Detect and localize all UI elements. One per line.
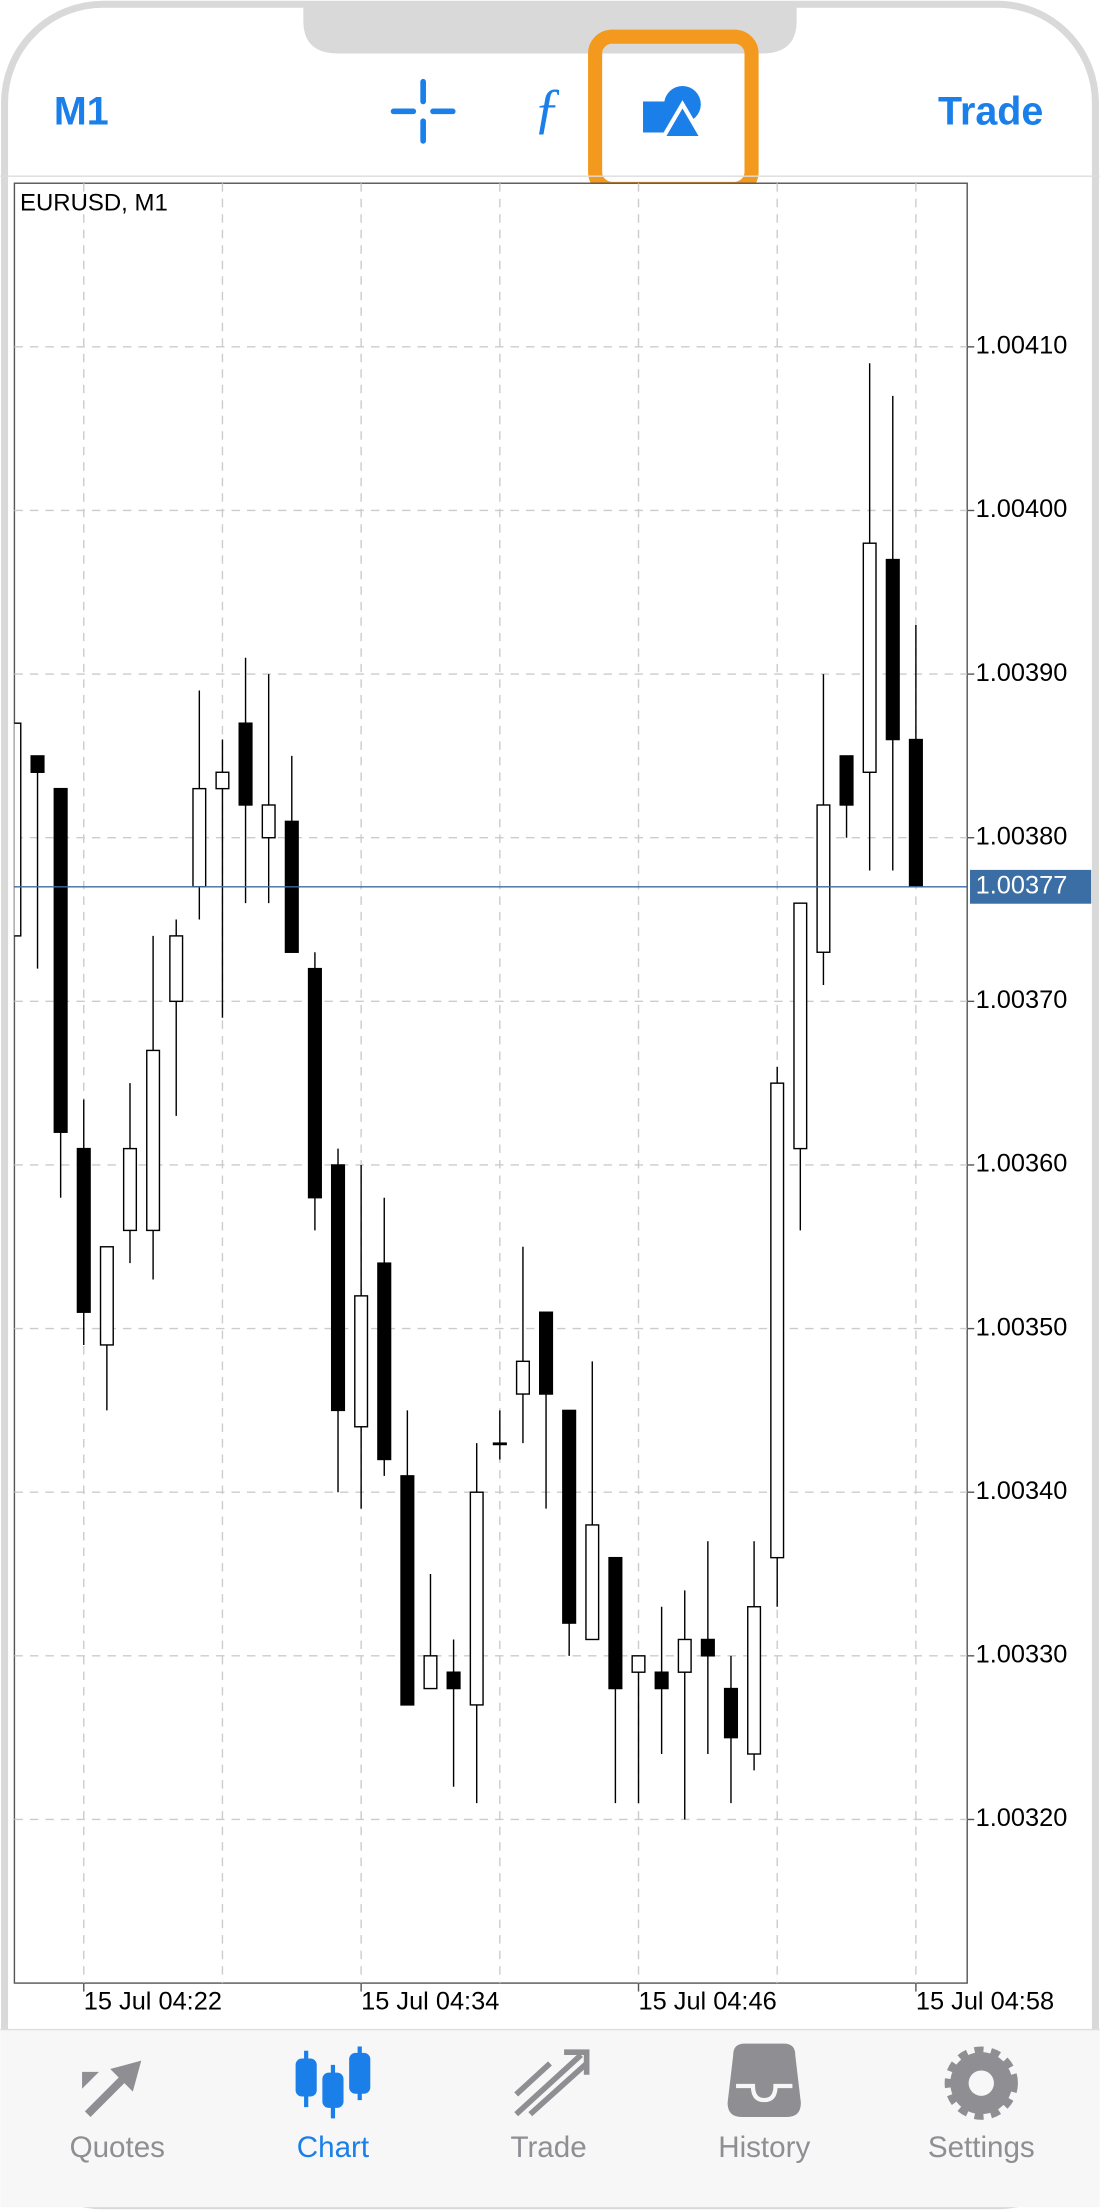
candle-body xyxy=(585,1524,600,1641)
y-tick-label: 1.00390 xyxy=(976,659,1068,687)
history-icon[interactable] xyxy=(727,2043,801,2117)
settings-icon[interactable] xyxy=(944,2046,1018,2120)
candle-body xyxy=(562,1409,577,1624)
candle-body xyxy=(307,967,322,1199)
timeframe-button[interactable]: M1 xyxy=(54,90,109,134)
tab-labels: Quotes Chart Trade History Settings xyxy=(70,2131,1035,2164)
candle-body xyxy=(654,1671,669,1690)
crosshair-icon[interactable] xyxy=(390,78,456,144)
y-tick-label: 1.00400 xyxy=(976,495,1068,523)
y-tick-label: 1.00370 xyxy=(976,986,1068,1014)
candle-body xyxy=(631,1655,646,1673)
y-tick-label: 1.00360 xyxy=(976,1150,1068,1178)
candle-body xyxy=(330,1164,346,1412)
candle-body xyxy=(723,1687,739,1739)
candle-body xyxy=(215,771,230,790)
chart-title: EURUSD, M1 xyxy=(20,190,168,217)
candle-body xyxy=(677,1638,692,1673)
candle-body xyxy=(122,1147,138,1232)
candle-body xyxy=(816,804,831,953)
y-tick-label: 1.00340 xyxy=(976,1477,1068,1505)
candle-body xyxy=(747,1606,762,1755)
y-tick-label: 1.00350 xyxy=(976,1313,1068,1341)
candle-body xyxy=(261,804,276,839)
axes: 1.00320 1.00330 1.00340 1.00350 1.00360 1.003… xyxy=(14,332,1092,2016)
candle-body xyxy=(146,1049,161,1232)
candle-body xyxy=(238,722,253,806)
y-tick-label: 1.00380 xyxy=(976,822,1068,850)
candle-body xyxy=(608,1556,623,1690)
x-tick-label: 15 Jul 04:22 xyxy=(84,1988,222,2016)
last-price-box xyxy=(970,869,1092,904)
candle-body xyxy=(839,755,854,806)
tab-label[interactable]: History xyxy=(718,2131,810,2164)
candle-body xyxy=(354,1295,369,1428)
candle-body xyxy=(446,1671,461,1690)
tab-label[interactable]: Chart xyxy=(297,2131,369,2164)
candle-body xyxy=(400,1475,415,1706)
tab-bar xyxy=(0,2029,1100,2208)
candle-body xyxy=(908,738,923,888)
candle-body xyxy=(377,1262,392,1461)
candle-body xyxy=(30,755,45,773)
objects-icon[interactable] xyxy=(643,85,706,141)
tab-label[interactable]: Quotes xyxy=(70,2131,165,2164)
candles xyxy=(14,363,923,1820)
trade-button[interactable]: Trade xyxy=(938,90,1043,134)
y-tick-label: 1.00410 xyxy=(976,332,1068,360)
tab-label[interactable]: Settings xyxy=(928,2131,1035,2164)
candle-body xyxy=(469,1491,484,1706)
candle-body xyxy=(770,1082,785,1559)
candle-body xyxy=(99,1246,114,1346)
x-tick-label: 15 Jul 04:58 xyxy=(916,1988,1054,2016)
x-tick-label: 15 Jul 04:34 xyxy=(361,1988,499,2016)
last-price-label: 1.00377 xyxy=(976,872,1068,900)
trade-icon[interactable] xyxy=(514,2049,590,2117)
candle-body xyxy=(14,722,22,937)
y-tick-label: 1.00330 xyxy=(976,1641,1068,1669)
candle-body xyxy=(793,902,808,1150)
candle-body xyxy=(700,1638,715,1657)
y-tick-label: 1.00320 xyxy=(976,1804,1068,1832)
indicator-icon[interactable]: ƒ xyxy=(533,78,561,140)
candle-body xyxy=(76,1147,91,1313)
candle-body xyxy=(862,542,877,773)
chart-icon[interactable] xyxy=(295,2046,371,2119)
candle-body xyxy=(53,787,68,1133)
plot-area xyxy=(13,182,968,1984)
tab-label[interactable]: Trade xyxy=(511,2131,587,2164)
candle-body xyxy=(423,1655,438,1690)
candle-body xyxy=(492,1442,507,1446)
x-tick-label: 15 Jul 04:46 xyxy=(639,1988,777,2016)
candle-body xyxy=(192,787,207,888)
candle-body xyxy=(169,935,184,1003)
candle-body xyxy=(539,1311,554,1395)
candle-body xyxy=(515,1360,530,1395)
candle-body xyxy=(885,558,900,741)
